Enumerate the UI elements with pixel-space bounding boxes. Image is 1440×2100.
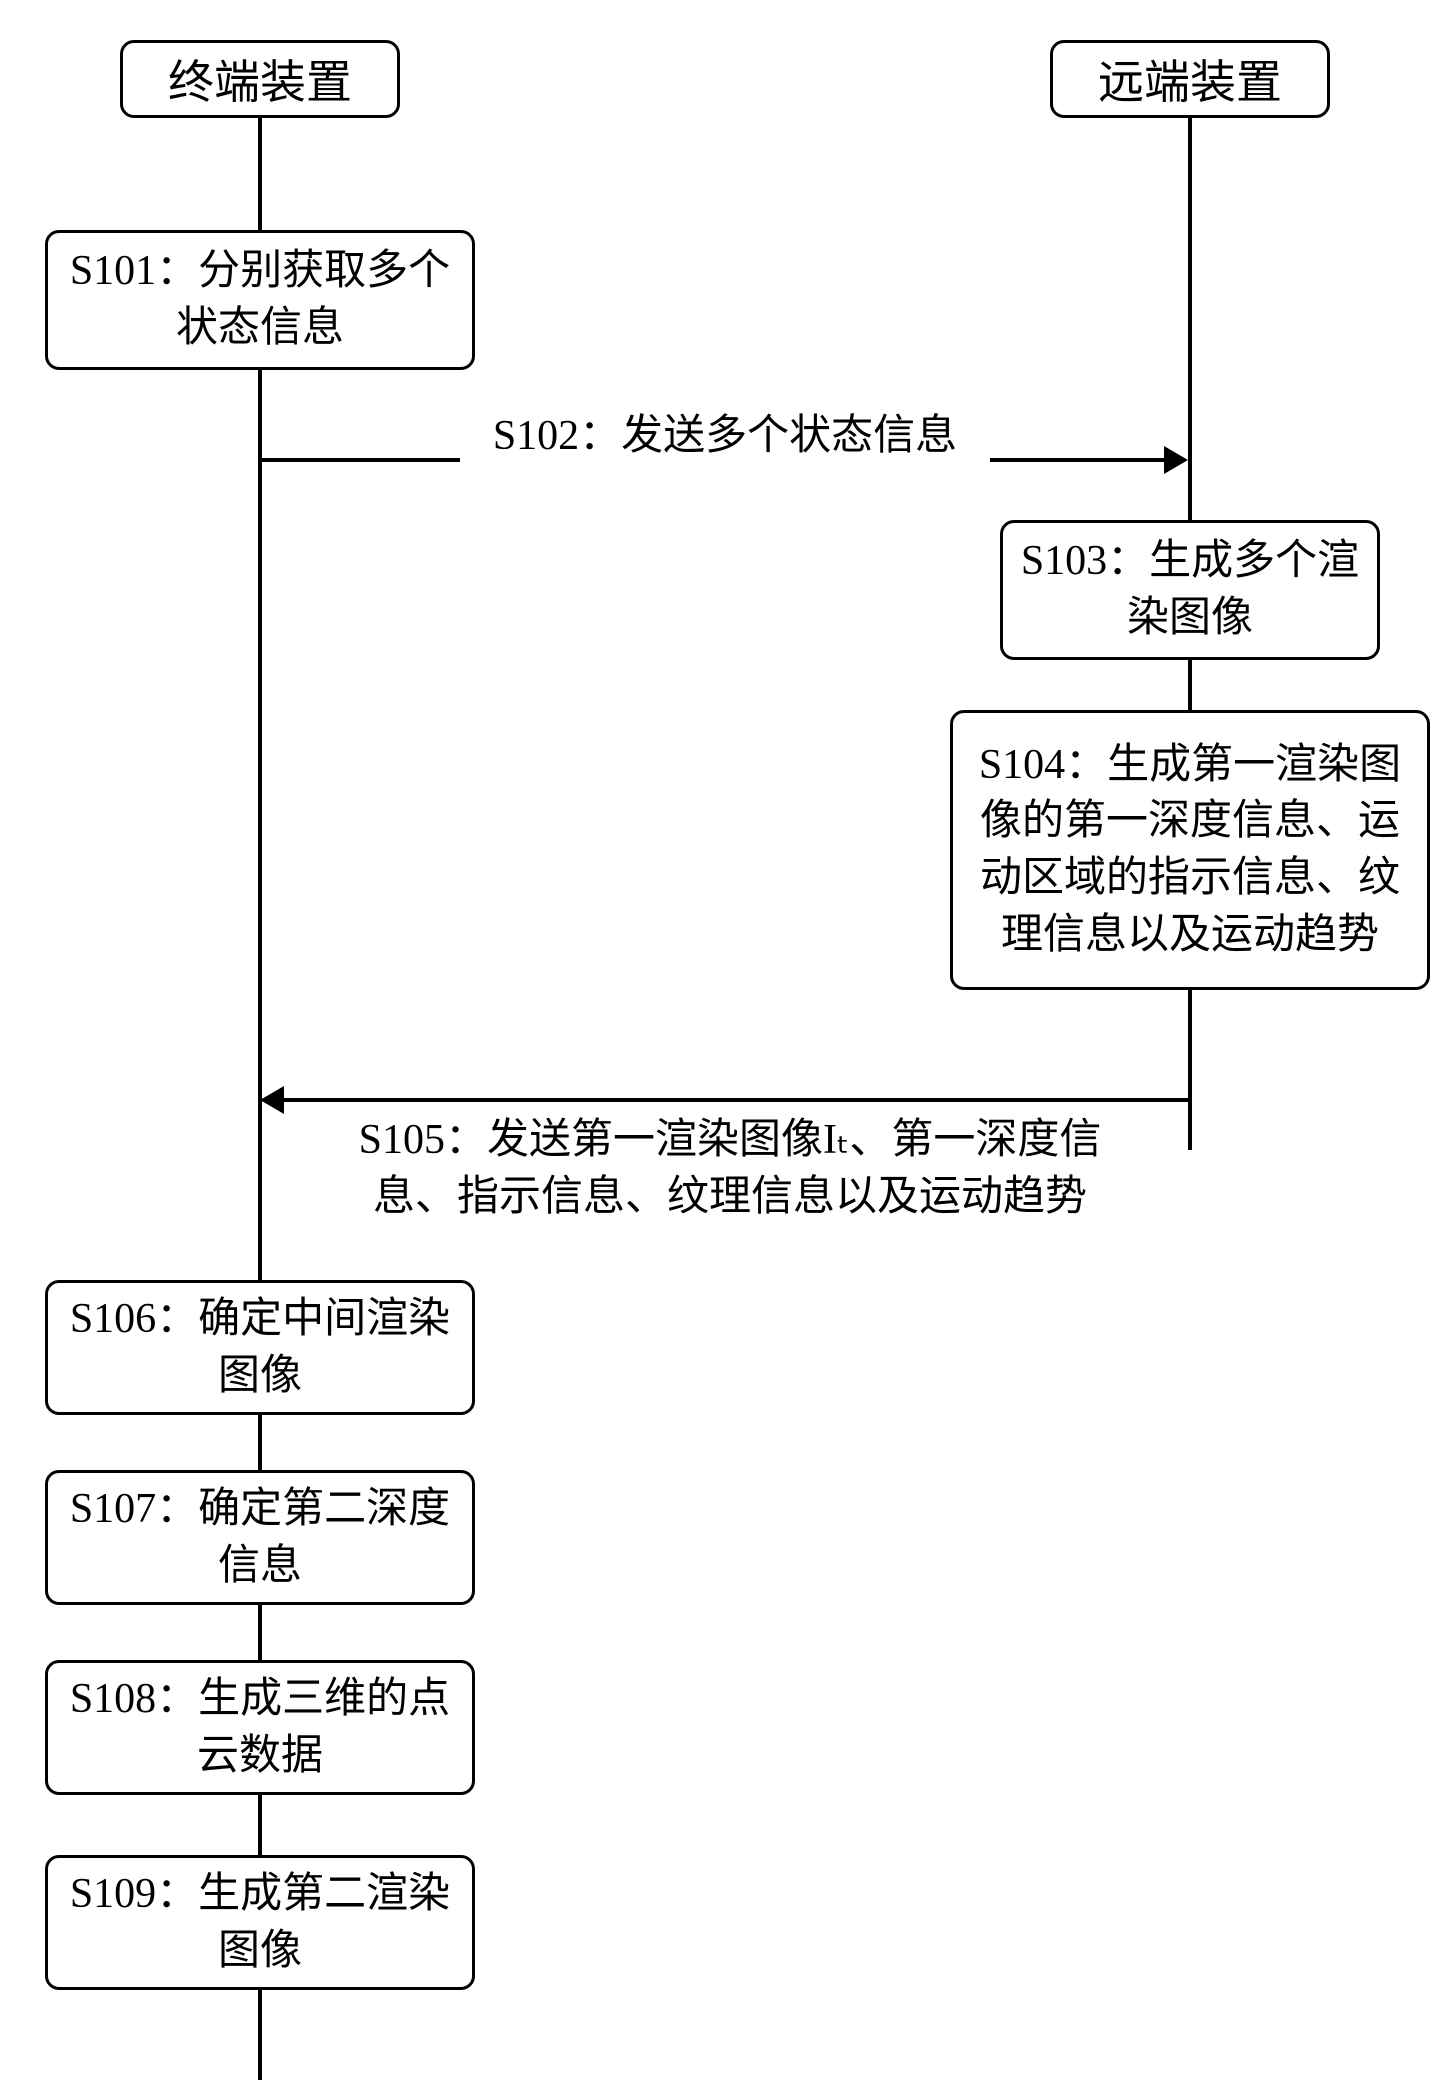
step-s103: S103：生成多个渲染图像 — [1000, 520, 1380, 660]
actor-remote: 远端装置 — [1050, 40, 1330, 118]
step-s108: S108：生成三维的点云数据 — [45, 1660, 475, 1795]
step-s107-text: S107：确定第二深度信息 — [62, 1481, 458, 1594]
step-s108-text: S108：生成三维的点云数据 — [62, 1671, 458, 1784]
step-s106: S106：确定中间渲染图像 — [45, 1280, 475, 1415]
step-s109: S109：生成第二渲染图像 — [45, 1855, 475, 1990]
message-s102-arrow — [1164, 446, 1188, 474]
step-s101: S101：分别获取多个状态信息 — [45, 230, 475, 370]
step-s103-text: S103：生成多个渲染图像 — [1017, 533, 1363, 646]
step-s106-text: S106：确定中间渲染图像 — [62, 1291, 458, 1404]
message-s105-arrow — [260, 1086, 284, 1114]
message-s105-line — [282, 1098, 1188, 1102]
step-s104: S104：生成第一渲染图像的第一深度信息、运动区域的指示信息、纹理信息以及运动趋… — [950, 710, 1430, 990]
step-s101-text: S101：分别获取多个状态信息 — [62, 243, 458, 356]
actor-terminal-label: 终端装置 — [168, 46, 352, 112]
message-s105-label: S105：发送第一渲染图像Iₜ、第一深度信息、指示信息、纹理信息以及运动趋势 — [320, 1110, 1140, 1227]
step-s104-text: S104：生成第一渲染图像的第一深度信息、运动区域的指示信息、纹理信息以及运动趋… — [967, 737, 1413, 964]
sequence-diagram-canvas: 终端装置 远端装置 S102：发送多个状态信息 S105：发送第一渲染图像Iₜ、… — [0, 0, 1440, 2100]
message-s102-label: S102：发送多个状态信息 — [460, 406, 990, 467]
actor-terminal: 终端装置 — [120, 40, 400, 118]
step-s107: S107：确定第二深度信息 — [45, 1470, 475, 1605]
actor-remote-label: 远端装置 — [1098, 46, 1282, 112]
step-s109-text: S109：生成第二渲染图像 — [62, 1866, 458, 1979]
